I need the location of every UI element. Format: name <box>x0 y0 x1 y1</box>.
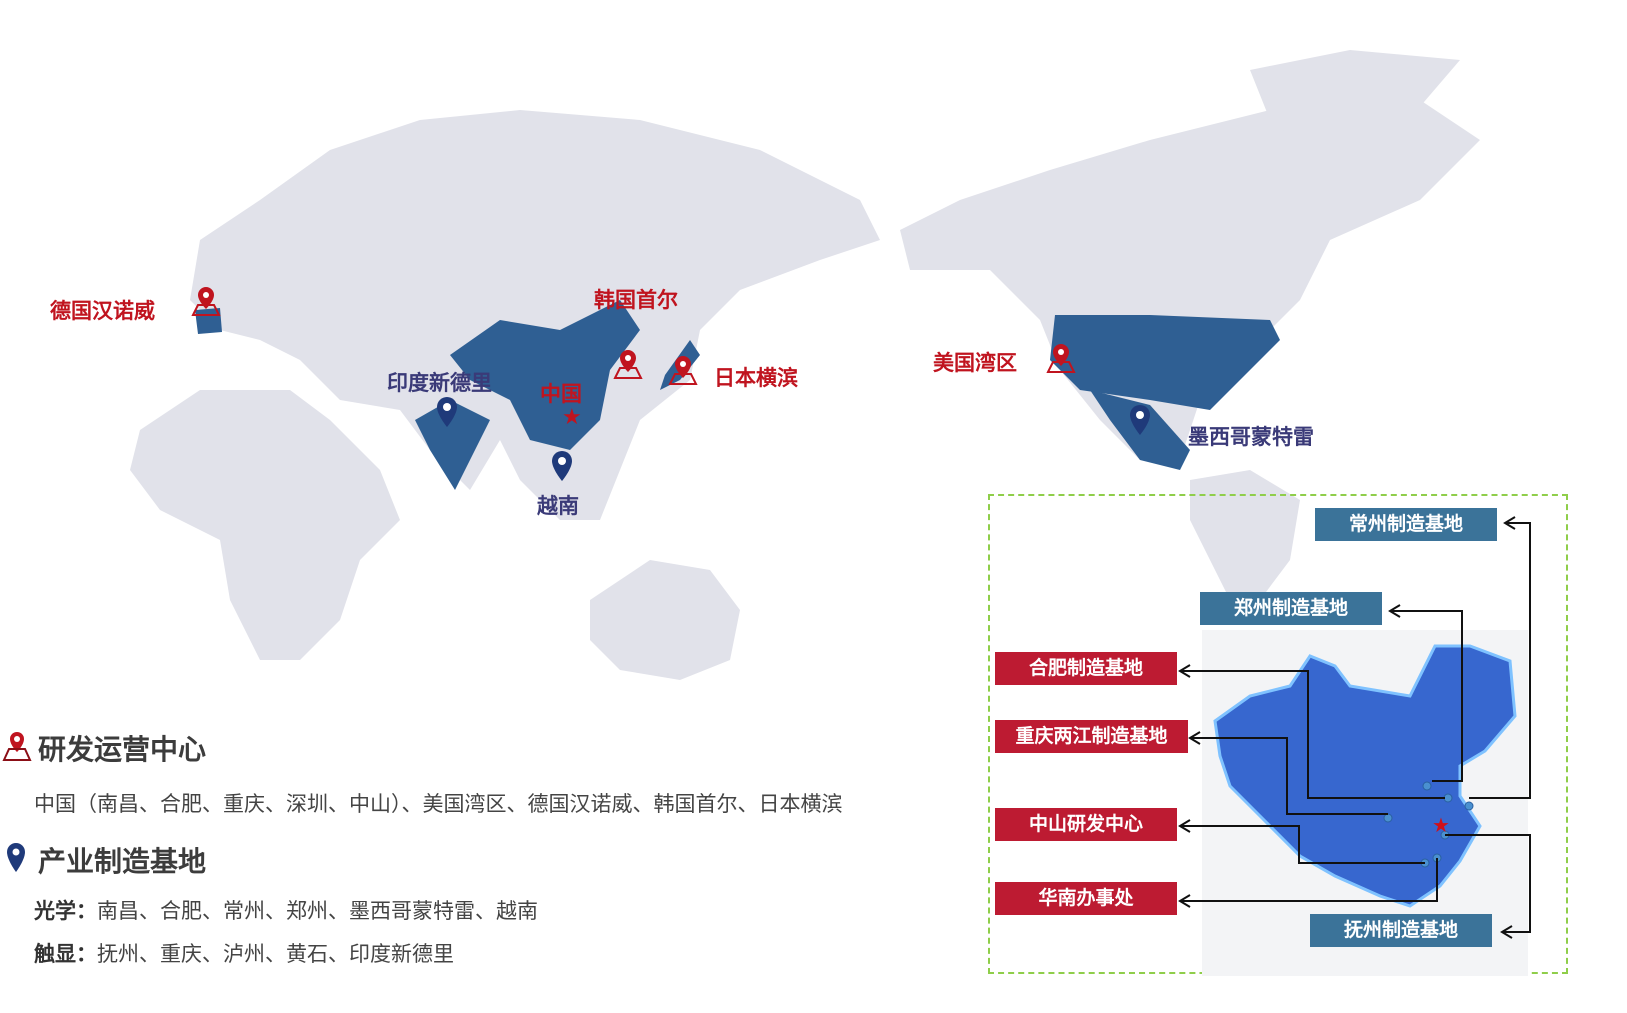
optics-label: 光学： <box>34 899 97 923</box>
box-zhengzhou: 郑州制造基地 <box>1200 592 1382 625</box>
arrow-hefei <box>1178 664 1445 799</box>
arrow-zhongshan <box>1178 819 1425 864</box>
south-america-landmass <box>1190 470 1300 600</box>
label-india: 印度新德里 <box>387 371 492 395</box>
rd-legend-title: 研发运营中心 <box>38 733 207 766</box>
mfg-pin-icon <box>437 397 457 427</box>
label-korea: 韩国首尔 <box>594 288 678 312</box>
box-zhongshan: 中山研发中心 <box>995 808 1177 841</box>
india-highlight <box>415 400 490 490</box>
greenland-landmass <box>1250 50 1460 160</box>
arrow-chongqing <box>1188 731 1388 815</box>
africa-landmass <box>130 390 400 660</box>
china-star-icon: ★ <box>562 405 582 430</box>
optics-text: 南昌、合肥、常州、郑州、墨西哥蒙特雷、越南 <box>97 899 538 923</box>
arrow-zhengzhou <box>1388 604 1463 782</box>
label-germany: 德国汉诺威 <box>50 299 155 323</box>
rd-pin-icon <box>668 356 698 385</box>
label-china: 中国 <box>540 382 582 406</box>
touch-label: 触显： <box>34 942 97 966</box>
rd-legend-icon <box>2 732 32 761</box>
australia-landmass <box>590 560 740 680</box>
rd-pin-icon <box>1046 344 1076 373</box>
mfg-pin-icon <box>552 451 572 481</box>
north-america-landmass <box>900 100 1480 460</box>
arrow-changzhou <box>1469 516 1531 799</box>
mfg-legend-icon <box>7 843 25 872</box>
rd-legend-text: 中国（南昌、合肥、重庆、深圳、中山）、美国湾区、德国汉诺威、韩国首尔、日本横滨 <box>34 792 843 816</box>
rd-pin-icon <box>191 287 221 316</box>
usa-highlight <box>1050 315 1280 410</box>
mfg-legend-title: 产业制造基地 <box>38 845 207 878</box>
eurasia-landmass <box>190 110 880 520</box>
mfg-pin-icon <box>1130 405 1150 435</box>
box-huanan: 华南办事处 <box>995 882 1177 915</box>
china-inset-panel: ★ 常州制造基地 郑州制造基地 合肥制造基地 重庆两江制造基地 中山研发中心 华… <box>988 494 1568 976</box>
arrow-fuzhou <box>1445 834 1531 939</box>
label-japan: 日本横滨 <box>714 366 798 390</box>
arrow-huanan <box>1178 858 1438 908</box>
touch-text: 抚州、重庆、泸州、黄石、印度新德里 <box>97 942 454 966</box>
box-chongqing: 重庆两江制造基地 <box>995 720 1188 753</box>
label-vietnam: 越南 <box>537 494 579 518</box>
box-fuzhou: 抚州制造基地 <box>1310 914 1492 947</box>
box-changzhou: 常州制造基地 <box>1315 508 1497 541</box>
label-mexico: 墨西哥蒙特雷 <box>1188 425 1314 449</box>
china-highlight <box>450 300 640 450</box>
rd-pin-icon <box>613 350 643 379</box>
nanchang-star-icon: ★ <box>1432 813 1450 837</box>
box-hefei: 合肥制造基地 <box>995 652 1177 685</box>
label-usa: 美国湾区 <box>933 351 1017 375</box>
